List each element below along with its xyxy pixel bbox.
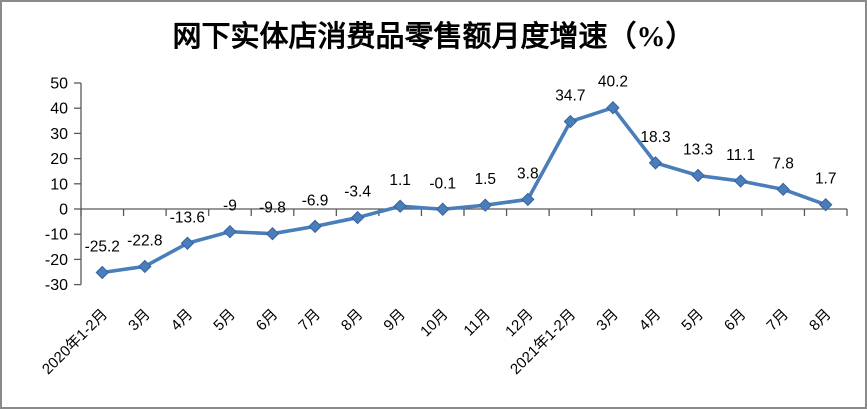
x-axis-category-label: 4月 [168,306,197,335]
x-axis-category-label: 3月 [125,306,154,335]
data-point-marker [478,198,492,212]
data-point-marker [393,199,407,213]
y-axis-tick-label: -30 [45,277,68,294]
data-point-label: 3.8 [517,165,539,182]
x-axis-category-label: 7月 [295,306,324,335]
data-point-marker [138,259,152,274]
y-axis-tick-label: 20 [50,151,68,168]
data-point-label: 18.3 [640,129,670,146]
x-axis-category-label: 6月 [253,306,282,335]
data-point-marker [563,114,578,129]
x-axis-category-label: 5月 [678,306,707,335]
data-point-label: 34.7 [555,88,585,105]
x-axis-category-label: 9月 [380,306,409,335]
data-point-marker [776,182,790,197]
chart-title: 网下实体店消费品零售额月度增速（%） [172,21,695,53]
data-point-marker [521,192,535,207]
x-axis-category-label: 2020年1-2月 [39,306,111,378]
x-axis-category-label: 6月 [721,306,750,335]
data-point-label: -9 [223,198,237,215]
data-point-marker [606,100,620,115]
data-point-label: -13.6 [170,209,205,226]
data-point-label: -22.8 [127,232,162,249]
x-axis-category-label: 11月 [460,306,494,340]
data-point-marker [180,236,195,250]
x-axis-category-label: 10月 [417,306,451,340]
data-point-label: 11.1 [726,147,755,164]
x-axis-category-label: 12月 [502,306,536,340]
data-point-label: 13.3 [683,141,713,158]
data-point-marker [819,198,833,212]
data-point-marker [733,174,748,188]
data-point-label: -9.8 [259,200,286,217]
data-point-marker [691,168,705,183]
data-point-label: -3.4 [344,184,371,201]
y-axis-tick-label: 0 [59,202,68,219]
data-point-marker [265,226,280,241]
y-axis-tick-label: 40 [50,101,68,118]
x-axis-category-label: 4月 [636,306,665,335]
data-point-label: 1.5 [474,171,496,188]
x-axis-category-label: 7月 [763,306,792,335]
x-axis-category-label: 3月 [593,306,622,335]
x-axis-category-label: 8月 [338,306,367,335]
data-point-label: 1.1 [389,172,411,189]
y-axis-tick-label: -20 [45,252,68,269]
data-point-label: -6.9 [302,192,329,209]
data-point-label: 7.8 [772,155,794,172]
data-point-label: 1.7 [815,171,837,188]
data-point-marker [350,210,365,225]
data-point-marker [648,156,663,170]
data-point-marker [308,219,322,234]
data-point-label: -0.1 [429,175,456,192]
y-axis-tick-label: 30 [50,126,68,143]
data-point-label: -25.2 [85,239,120,256]
y-axis-tick-label: 50 [50,76,68,93]
data-point-marker [436,202,450,216]
data-point-marker [95,265,109,280]
data-point-label: 40.2 [598,74,628,91]
data-point-marker [223,224,237,239]
y-axis-tick-label: 10 [50,176,68,193]
y-axis-tick-label: -10 [45,227,68,244]
x-axis-category-label: 8月 [806,306,835,335]
x-axis-category-label: 5月 [210,306,239,335]
data-series-line [100,105,828,275]
